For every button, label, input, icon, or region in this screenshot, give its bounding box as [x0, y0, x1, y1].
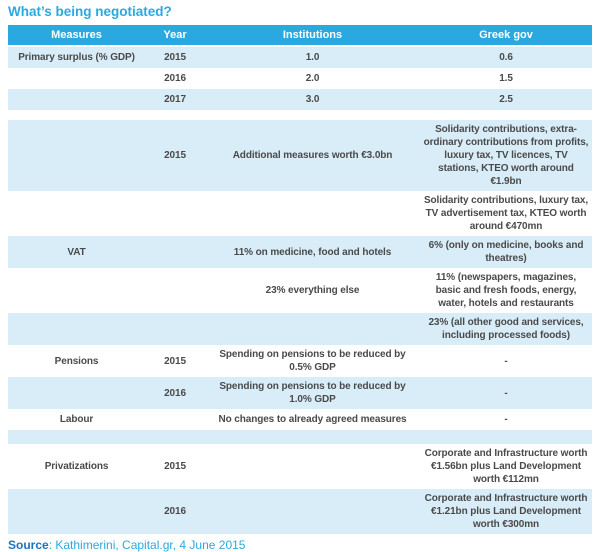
- cell-year: [145, 236, 205, 268]
- cell-institutions: 3.0: [205, 89, 420, 110]
- cell-institutions: Spending on pensions to be reduced by 1.…: [205, 377, 420, 409]
- cell-measures: [8, 191, 145, 236]
- cell-year: 2015: [145, 120, 205, 191]
- cell-greek-gov: -: [504, 414, 508, 425]
- cell-institutions: [205, 110, 420, 120]
- cell-measures: [8, 313, 145, 345]
- cell-measures: [8, 430, 145, 444]
- cell-measures: [8, 89, 145, 110]
- cell-year: [145, 409, 205, 430]
- cell-year: 2015: [164, 461, 186, 472]
- table-row: Pensions 2015 Spending on pensions to be…: [8, 345, 592, 377]
- cell-measures: VAT: [8, 236, 145, 268]
- table-header-row: Measures Year Institutions Greek gov: [8, 25, 592, 47]
- table-row: Solidarity contributions, luxury tax, TV…: [8, 191, 592, 236]
- cell-institutions: [205, 489, 420, 534]
- cell-measures: [8, 110, 145, 120]
- cell-institutions: 23% everything else: [265, 285, 360, 296]
- cell-greek-gov: 1.5: [499, 73, 513, 84]
- cell-year: 2016: [145, 377, 205, 409]
- cell-year: 2015: [164, 355, 186, 367]
- cell-greek-gov: 2.5: [420, 89, 592, 110]
- source-text: : Kathimerini, Capital.gr, 4 June 2015: [48, 538, 246, 552]
- cell-year: [145, 191, 205, 236]
- cell-greek-gov: 6% (only on medicine, books and theatres…: [420, 236, 592, 268]
- page-title: What’s being negotiated?: [8, 4, 172, 19]
- cell-year: [145, 110, 205, 120]
- cell-institutions: Additional measures worth €3.0bn: [205, 120, 420, 191]
- cell-institutions: Spending on pensions to be reduced by 0.…: [219, 349, 406, 373]
- cell-year: 2017: [145, 89, 205, 110]
- table-row: 2016 Corporate and Infrastructure worth …: [8, 489, 592, 534]
- cell-institutions: [205, 444, 420, 489]
- cell-year: 2016: [164, 73, 186, 84]
- cell-institutions: 1.0: [205, 46, 420, 68]
- col-header-greek-gov: Greek gov: [420, 25, 592, 47]
- cell-year: [145, 268, 205, 313]
- cell-year: 2016: [145, 489, 205, 534]
- cell-greek-gov: [420, 110, 592, 120]
- cell-measures: [8, 377, 145, 409]
- table-row: 23% everything else 11% (newspapers, mag…: [8, 268, 592, 313]
- table-row: 2016 2.0 1.5: [8, 68, 592, 89]
- cell-year: [145, 313, 205, 345]
- cell-institutions: No changes to already agreed measures: [218, 414, 407, 425]
- table-row: Privatizations 2015 Corporate and Infras…: [8, 444, 592, 489]
- cell-greek-gov: Solidarity contributions, luxury tax, TV…: [423, 195, 589, 232]
- cell-greek-gov: Corporate and Infrastructure worth €1.56…: [424, 448, 588, 485]
- table-row: VAT 11% on medicine, food and hotels 6% …: [8, 236, 592, 268]
- cell-greek-gov: 11% (newspapers, magazines, basic and fr…: [435, 272, 577, 309]
- cell-greek-gov: -: [504, 355, 508, 367]
- cell-measures: [8, 268, 145, 313]
- table-row: 2017 3.0 2.5: [8, 89, 592, 110]
- cell-institutions: [205, 313, 420, 345]
- cell-greek-gov: 23% (all other good and services, includ…: [420, 313, 592, 345]
- col-header-measures: Measures: [8, 25, 145, 47]
- cell-measures: [8, 68, 145, 89]
- table-row: 2015 Additional measures worth €3.0bn So…: [8, 120, 592, 191]
- col-header-year: Year: [145, 25, 205, 47]
- cell-greek-gov: Corporate and Infrastructure worth €1.21…: [420, 489, 592, 534]
- cell-year: 2015: [145, 46, 205, 68]
- col-header-institutions: Institutions: [205, 25, 420, 47]
- source-line: Source: Kathimerini, Capital.gr, 4 June …: [8, 538, 592, 552]
- cell-greek-gov: Solidarity contributions, extra-ordinary…: [420, 120, 592, 191]
- cell-measures: [8, 120, 145, 191]
- cell-greek-gov: -: [420, 377, 592, 409]
- cell-institutions: [205, 430, 420, 444]
- negotiation-table: Measures Year Institutions Greek gov Pri…: [8, 25, 592, 534]
- cell-measures: Privatizations: [44, 461, 109, 472]
- table-row: Primary surplus (% GDP) 2015 1.0 0.6: [8, 46, 592, 68]
- table-row: 2016 Spending on pensions to be reduced …: [8, 377, 592, 409]
- cell-measures: [8, 489, 145, 534]
- cell-greek-gov: 0.6: [420, 46, 592, 68]
- cell-institutions: 11% on medicine, food and hotels: [205, 236, 420, 268]
- table-row: 23% (all other good and services, includ…: [8, 313, 592, 345]
- cell-measures: Primary surplus (% GDP): [8, 46, 145, 68]
- table-spacer-row: [8, 430, 592, 444]
- cell-institutions: 2.0: [305, 73, 320, 84]
- cell-institutions: [205, 191, 420, 236]
- table-row: Labour No changes to already agreed meas…: [8, 409, 592, 430]
- cell-measures: Pensions: [54, 355, 99, 367]
- cell-greek-gov: [420, 430, 592, 444]
- source-label: Source: [8, 538, 49, 552]
- cell-year: [145, 430, 205, 444]
- table-spacer-row: [8, 110, 592, 120]
- cell-measures: Labour: [59, 414, 94, 425]
